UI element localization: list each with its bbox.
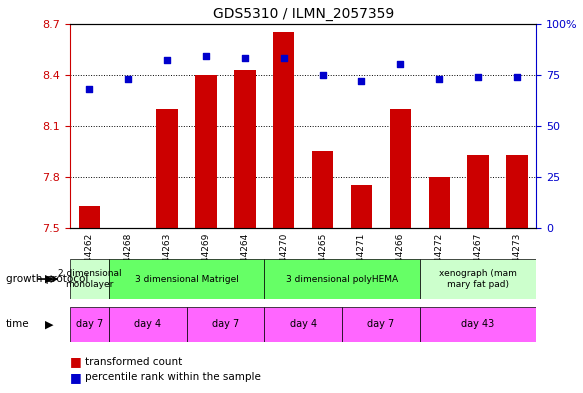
FancyBboxPatch shape xyxy=(187,307,264,342)
Text: ■: ■ xyxy=(70,371,82,384)
Text: day 43: day 43 xyxy=(461,319,495,329)
Bar xyxy=(468,155,489,228)
Point xyxy=(85,86,94,92)
Point xyxy=(434,75,444,82)
Text: 2 dimensional
monolayer: 2 dimensional monolayer xyxy=(58,269,121,289)
Title: GDS5310 / ILMN_2057359: GDS5310 / ILMN_2057359 xyxy=(213,7,394,21)
FancyBboxPatch shape xyxy=(420,259,536,299)
Text: day 7: day 7 xyxy=(76,319,103,329)
Point xyxy=(357,78,366,84)
Bar xyxy=(79,206,100,228)
Bar xyxy=(156,109,178,228)
Text: day 7: day 7 xyxy=(367,319,395,329)
Point xyxy=(279,55,289,61)
Text: day 7: day 7 xyxy=(212,319,239,329)
Point xyxy=(124,75,133,82)
Bar xyxy=(312,151,333,228)
Text: day 4: day 4 xyxy=(134,319,161,329)
FancyBboxPatch shape xyxy=(109,259,264,299)
Bar xyxy=(195,75,217,228)
Point xyxy=(163,57,172,64)
Text: xenograph (mam
mary fat pad): xenograph (mam mary fat pad) xyxy=(439,269,517,289)
Bar xyxy=(389,109,411,228)
Text: time: time xyxy=(6,319,30,329)
Text: 3 dimensional Matrigel: 3 dimensional Matrigel xyxy=(135,275,238,283)
FancyBboxPatch shape xyxy=(420,307,536,342)
Point xyxy=(318,72,327,78)
Text: day 4: day 4 xyxy=(290,319,317,329)
FancyBboxPatch shape xyxy=(70,307,109,342)
Text: percentile rank within the sample: percentile rank within the sample xyxy=(85,372,261,382)
Point xyxy=(201,53,210,59)
Text: transformed count: transformed count xyxy=(85,356,182,367)
FancyBboxPatch shape xyxy=(264,307,342,342)
Text: 3 dimensional polyHEMA: 3 dimensional polyHEMA xyxy=(286,275,398,283)
Bar xyxy=(234,70,255,228)
Bar xyxy=(273,32,294,228)
Text: ■: ■ xyxy=(70,355,82,368)
FancyBboxPatch shape xyxy=(70,259,109,299)
FancyBboxPatch shape xyxy=(109,307,187,342)
Text: ▶: ▶ xyxy=(45,319,54,329)
FancyBboxPatch shape xyxy=(342,307,420,342)
Point xyxy=(512,73,522,80)
Text: ▶: ▶ xyxy=(45,274,54,284)
Text: growth protocol: growth protocol xyxy=(6,274,88,284)
Bar xyxy=(429,177,450,228)
Point xyxy=(396,61,405,68)
Point xyxy=(240,55,250,61)
Bar xyxy=(351,185,372,228)
Point xyxy=(473,73,483,80)
Bar xyxy=(506,155,528,228)
FancyBboxPatch shape xyxy=(264,259,420,299)
